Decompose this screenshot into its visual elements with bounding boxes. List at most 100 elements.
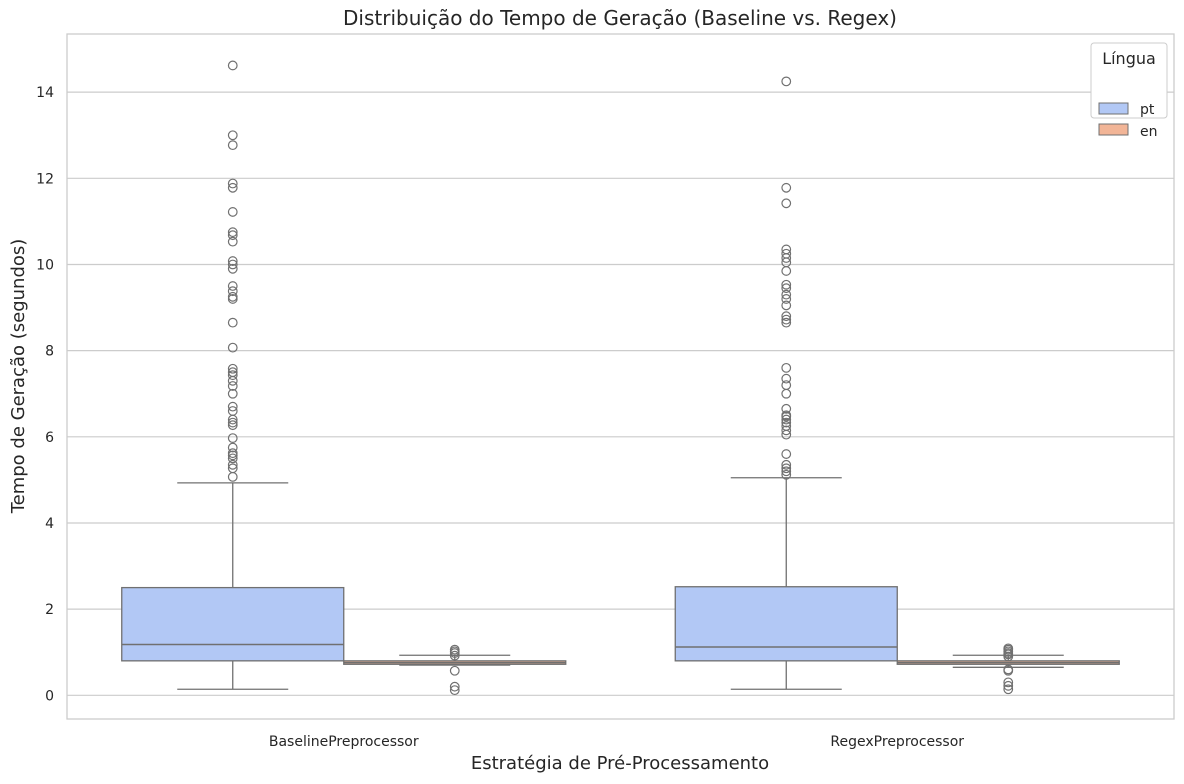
outlier-point <box>227 453 238 464</box>
box-en-RegexPreprocessor <box>896 643 1120 695</box>
outlier-point <box>227 463 238 474</box>
outlier-point <box>781 279 792 290</box>
x-tick-label: RegexPreprocessor <box>830 734 964 750</box>
outlier-point <box>227 363 238 374</box>
outlier-point <box>227 388 238 399</box>
legend-label-pt: pt <box>1140 102 1155 118</box>
outlier-point <box>781 403 792 414</box>
outlier-point <box>227 259 238 270</box>
boxes <box>121 60 1120 696</box>
outlier-point <box>781 421 792 431</box>
outlier-point <box>227 317 238 328</box>
outlier-point <box>227 381 238 391</box>
box-pt-BaselinePreprocessor <box>121 60 345 690</box>
outlier-point <box>227 417 238 428</box>
outlier-point <box>227 370 238 381</box>
outlier-point <box>781 76 792 87</box>
y-tick-labels: 0 2 4 6 8 10 12 14 <box>36 85 54 704</box>
legend-frame <box>1090 42 1168 119</box>
legend-title: Língua <box>1102 49 1156 68</box>
legend: Língua pt en <box>1090 42 1168 140</box>
outlier-point <box>227 130 238 141</box>
outlier-point <box>781 294 792 304</box>
y-tick-label: 4 <box>45 516 54 532</box>
outlier-point <box>781 414 792 425</box>
outlier-point <box>781 463 792 474</box>
outlier-point <box>227 406 238 416</box>
outlier-point <box>781 283 792 294</box>
legend-swatch-pt <box>1098 102 1129 115</box>
outlier-point <box>781 373 792 384</box>
outlier-point <box>227 459 238 470</box>
outlier-point <box>227 401 238 412</box>
outlier-point <box>227 178 238 189</box>
outlier-point <box>227 263 238 274</box>
outlier-point <box>227 442 238 453</box>
outlier-point <box>227 286 238 297</box>
y-tick-label: 12 <box>36 171 54 187</box>
y-tick-label: 6 <box>45 430 54 446</box>
outlier-point <box>449 644 460 655</box>
outlier-point <box>781 425 792 436</box>
y-tick-label: 0 <box>45 688 54 704</box>
outlier-point <box>449 685 460 696</box>
outlier-point <box>781 449 792 459</box>
legend-label-en: en <box>1140 124 1158 140</box>
outlier-point <box>781 317 792 328</box>
outlier-point <box>227 256 238 266</box>
y-tick-label: 10 <box>36 257 54 273</box>
y-tick-label: 2 <box>45 602 54 618</box>
outlier-point <box>1003 664 1014 675</box>
outlier-point <box>1003 680 1014 691</box>
box-iqr <box>674 586 898 662</box>
outlier-point <box>781 380 792 391</box>
box-iqr <box>121 586 345 662</box>
outlier-point <box>781 300 792 311</box>
x-axis-label: Estratégia de Pré-Processamento <box>471 753 769 774</box>
outlier-point <box>227 281 238 291</box>
outlier-point <box>1003 643 1014 654</box>
outlier-point <box>227 140 238 151</box>
x-tick-labels: BaselinePreprocessor RegexPreprocessor <box>269 734 964 750</box>
chart-title: Distribuição do Tempo de Geração (Baseli… <box>343 6 897 30</box>
outlier-point <box>227 227 238 238</box>
outlier-point <box>781 362 792 373</box>
legend-swatch-en <box>1098 123 1129 136</box>
x-tick-label: BaselinePreprocessor <box>269 734 419 750</box>
outlier-point <box>227 230 238 241</box>
outlier-point <box>781 388 792 399</box>
outlier-point <box>449 665 460 676</box>
box-en-BaselinePreprocessor <box>343 644 567 696</box>
outlier-point <box>227 367 238 378</box>
outlier-point <box>227 182 238 193</box>
outlier-point <box>781 469 792 480</box>
outlier-point <box>781 266 792 276</box>
outlier-point <box>781 311 792 322</box>
outlier-point <box>227 420 238 431</box>
outlier-point <box>781 289 792 300</box>
outlier-point <box>227 291 238 302</box>
outlier-point <box>449 681 460 692</box>
box-pt-RegexPreprocessor <box>674 76 898 690</box>
outlier-point <box>781 459 792 470</box>
outlier-point <box>227 60 238 71</box>
outlier-point <box>1003 677 1014 688</box>
y-tick-label: 8 <box>45 344 54 360</box>
y-axis-label: Tempo de Geração (segundos) <box>8 239 29 515</box>
outlier-point <box>1003 684 1014 695</box>
outlier-point <box>227 433 238 444</box>
outlier-point <box>227 471 238 482</box>
plot-frame <box>66 33 1175 720</box>
outlier-point <box>781 182 792 193</box>
outlier-point <box>227 342 238 353</box>
outlier-point <box>781 417 792 428</box>
outlier-point <box>449 650 460 661</box>
outlier-point <box>781 466 792 477</box>
outlier-point <box>781 244 792 255</box>
outlier-point <box>781 248 792 259</box>
outlier-point <box>227 448 238 459</box>
outlier-point <box>781 314 792 325</box>
y-tick-label: 14 <box>36 85 54 101</box>
outlier-point <box>227 207 238 217</box>
